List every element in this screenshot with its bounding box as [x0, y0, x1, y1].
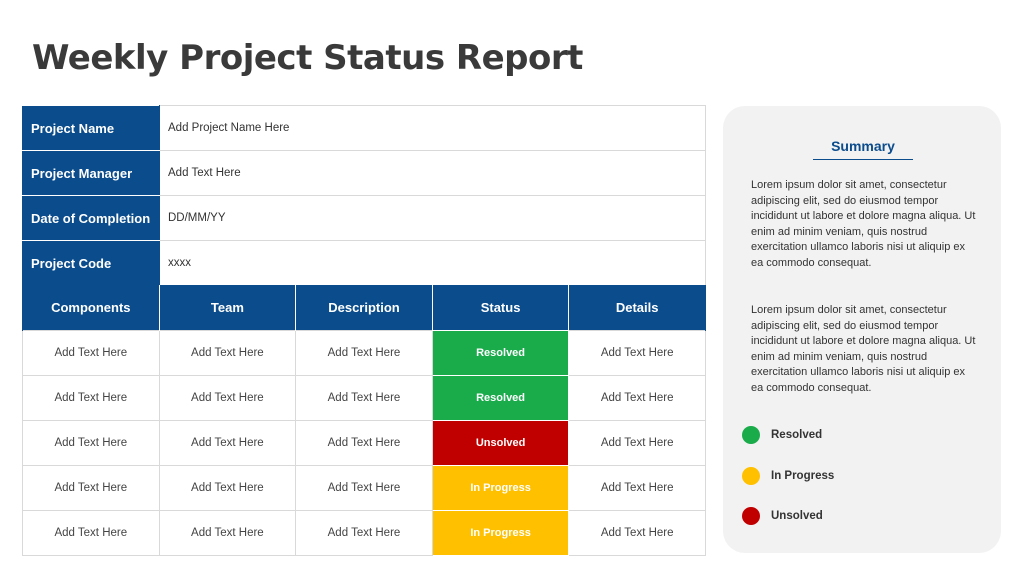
cell-description[interactable]: Add Text Here	[295, 419, 433, 466]
red-dot-icon	[742, 507, 760, 525]
status-badge: Resolved	[431, 374, 570, 421]
table-row: Add Text Here Add Text Here Add Text Her…	[22, 464, 706, 511]
legend-item-resolved: Resolved	[742, 426, 822, 444]
column-header-components: Components	[22, 285, 160, 330]
cell-description[interactable]: Add Text Here	[295, 374, 433, 421]
cell-details[interactable]: Add Text Here	[568, 419, 706, 466]
info-row-project-code: Project Code xxxx	[22, 240, 706, 286]
legend-item-in-progress: In Progress	[742, 467, 834, 485]
status-badge: Unsolved	[431, 419, 570, 466]
info-row-date-of-completion: Date of Completion DD/MM/YY	[22, 195, 706, 241]
info-value[interactable]: Add Text Here	[159, 150, 706, 196]
summary-title: Summary	[813, 138, 913, 160]
info-row-project-manager: Project Manager Add Text Here	[22, 150, 706, 196]
table-row: Add Text Here Add Text Here Add Text Her…	[22, 419, 706, 466]
cell-team[interactable]: Add Text Here	[158, 464, 297, 511]
column-header-status: Status	[431, 285, 570, 330]
cell-components[interactable]: Add Text Here	[22, 329, 160, 376]
cell-components[interactable]: Add Text Here	[22, 419, 160, 466]
yellow-dot-icon	[742, 467, 760, 485]
legend-label: In Progress	[771, 470, 835, 482]
info-row-project-name: Project Name Add Project Name Here	[22, 105, 706, 151]
cell-components[interactable]: Add Text Here	[22, 509, 160, 556]
summary-panel: Summary Lorem ipsum dolor sit amet, cons…	[723, 106, 1001, 553]
legend-label: Resolved	[771, 429, 823, 441]
table-row: Add Text Here Add Text Here Add Text Her…	[22, 374, 706, 421]
cell-details[interactable]: Add Text Here	[568, 329, 706, 376]
info-value[interactable]: DD/MM/YY	[159, 195, 706, 241]
info-label: Project Manager	[22, 150, 160, 196]
cell-description[interactable]: Add Text Here	[295, 464, 433, 511]
status-badge: In Progress	[431, 464, 570, 511]
green-dot-icon	[742, 426, 760, 444]
table-row: Add Text Here Add Text Here Add Text Her…	[22, 329, 706, 376]
column-header-team: Team	[158, 285, 297, 330]
summary-paragraph: Lorem ipsum dolor sit amet, consectetur …	[751, 304, 976, 394]
cell-team[interactable]: Add Text Here	[158, 509, 297, 556]
cell-details[interactable]: Add Text Here	[568, 374, 706, 421]
summary-paragraph: Lorem ipsum dolor sit amet, consectetur …	[751, 179, 976, 269]
table-header-row: Components Team Description Status Detai…	[22, 285, 706, 330]
status-badge: In Progress	[431, 509, 570, 556]
status-badge: Resolved	[431, 329, 570, 376]
cell-details[interactable]: Add Text Here	[568, 509, 706, 556]
column-header-description: Description	[295, 285, 433, 330]
column-header-details: Details	[568, 285, 706, 330]
info-value[interactable]: Add Project Name Here	[159, 105, 706, 151]
info-label: Project Code	[22, 240, 160, 286]
cell-team[interactable]: Add Text Here	[158, 419, 297, 466]
info-label: Project Name	[22, 105, 160, 151]
info-label: Date of Completion	[22, 195, 160, 241]
legend-item-unsolved: Unsolved	[742, 507, 823, 525]
cell-details[interactable]: Add Text Here	[568, 464, 706, 511]
cell-components[interactable]: Add Text Here	[22, 374, 160, 421]
cell-team[interactable]: Add Text Here	[158, 374, 297, 421]
page-title: Weekly Project Status Report	[32, 38, 583, 78]
table-row: Add Text Here Add Text Here Add Text Her…	[22, 509, 706, 556]
cell-components[interactable]: Add Text Here	[22, 464, 160, 511]
cell-team[interactable]: Add Text Here	[158, 329, 297, 376]
info-value[interactable]: xxxx	[159, 240, 706, 286]
project-info-table: Project Name Add Project Name Here Proje…	[22, 105, 706, 286]
cell-description[interactable]: Add Text Here	[295, 329, 433, 376]
cell-description[interactable]: Add Text Here	[295, 509, 433, 556]
components-table: Components Team Description Status Detai…	[22, 285, 706, 556]
legend-label: Unsolved	[771, 510, 823, 522]
